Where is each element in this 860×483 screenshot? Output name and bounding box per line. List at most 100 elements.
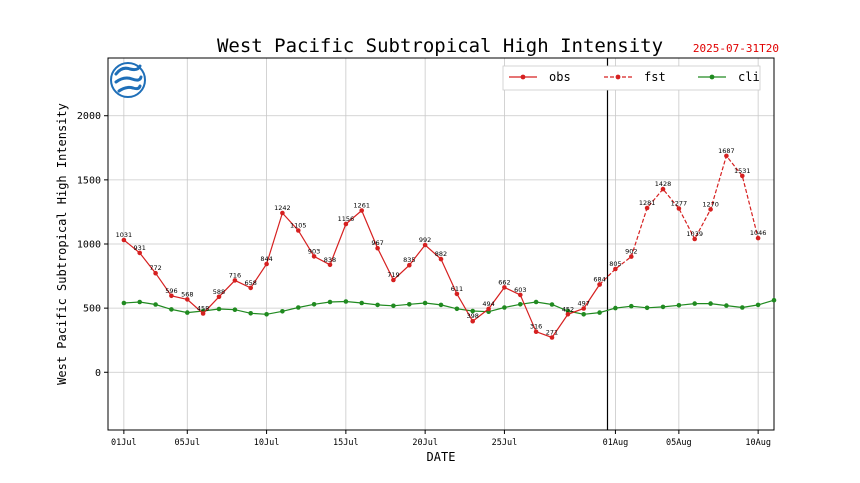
series-obs-point xyxy=(438,256,444,262)
y-tick-label: 1000 xyxy=(77,240,101,251)
series-cli-point xyxy=(629,303,634,309)
series-fst-point xyxy=(660,186,666,192)
series-obs-point xyxy=(280,210,285,216)
series-obs-point xyxy=(454,291,460,297)
series-obs-point xyxy=(216,294,222,300)
legend-box xyxy=(502,65,761,91)
y-axis-label: West Pacific Subtropical High Intensity xyxy=(55,103,69,385)
data-label: 458 xyxy=(197,305,209,313)
series-cli-point xyxy=(216,306,222,312)
series-cli-point xyxy=(280,309,285,314)
series-cli-point xyxy=(153,302,158,307)
data-label: 1031 xyxy=(116,231,133,239)
series-cli-point xyxy=(185,310,190,315)
data-label: 1531 xyxy=(734,167,751,175)
series-cli-point xyxy=(660,304,666,310)
data-label: 1039 xyxy=(686,230,703,238)
data-label: 835 xyxy=(403,256,415,264)
series-cli-point xyxy=(692,301,697,306)
data-label: 1242 xyxy=(274,204,291,212)
legend-obs-marker xyxy=(520,74,526,80)
series-cli-point xyxy=(121,300,127,306)
series xyxy=(121,153,777,340)
series-cli-point xyxy=(533,299,539,305)
series-fst-point xyxy=(755,235,761,241)
data-label: 588 xyxy=(213,288,225,296)
series-fst-point xyxy=(724,153,729,159)
series-obs-point xyxy=(391,277,396,283)
x-tick-label: 25Jul xyxy=(492,438,518,448)
cma-logo-icon xyxy=(110,62,146,98)
series-obs-point xyxy=(581,306,586,311)
data-label: 931 xyxy=(133,244,145,252)
series-cli-point xyxy=(311,302,317,307)
series-cli-point xyxy=(454,306,460,312)
series-cli-point xyxy=(549,302,555,307)
data-label: 1281 xyxy=(639,199,656,207)
series-cli-point xyxy=(740,305,745,310)
series-obs-line xyxy=(123,209,601,339)
series-obs-point xyxy=(264,261,269,267)
data-label: 1687 xyxy=(718,147,735,155)
series-cli-point xyxy=(518,302,523,307)
series-cli-point xyxy=(771,297,777,303)
data-label: 452 xyxy=(562,305,574,313)
series-fst-point xyxy=(676,206,682,211)
series-fst-point xyxy=(708,207,713,212)
data-label: 568 xyxy=(181,290,193,298)
series-obs-point xyxy=(533,329,539,335)
y-tick-label: 2000 xyxy=(77,111,101,122)
axes: 0 500 1000 1500 2000 01Jul 05Jul 10Jul 15Jul 20Ju… xyxy=(77,58,771,448)
series-cli-point xyxy=(327,299,333,305)
series-obs-point xyxy=(137,250,142,256)
series-fst-point xyxy=(613,266,618,272)
series-obs-point xyxy=(422,242,428,248)
series-obs-point xyxy=(153,270,158,276)
series-cli-point xyxy=(755,302,761,308)
data-label: 596 xyxy=(165,287,177,295)
series-obs-point xyxy=(549,335,555,340)
data-label: 497 xyxy=(577,300,589,308)
x-tick-label: 01Aug xyxy=(603,438,629,448)
series-obs-point xyxy=(565,312,571,317)
series-cli-point xyxy=(359,300,365,306)
series-cli-point xyxy=(644,305,650,311)
data-label: 805 xyxy=(609,260,621,268)
series-cli-point xyxy=(565,308,571,314)
data-label: 838 xyxy=(324,256,336,264)
series-obs-point xyxy=(248,285,253,291)
x-tick-label: 20Jul xyxy=(412,438,438,448)
legend: obs fst cli xyxy=(502,65,761,91)
series-obs-point xyxy=(375,245,380,251)
series-obs-point xyxy=(185,297,190,302)
grid xyxy=(108,58,774,430)
series-cli-point xyxy=(407,302,412,307)
series-cli-line xyxy=(123,299,775,315)
series-fst-point xyxy=(597,282,602,287)
series-obs-point xyxy=(327,262,333,268)
x-tick-label: 10Aug xyxy=(745,438,771,448)
series-cli-point xyxy=(613,305,618,311)
data-label: 1156 xyxy=(338,215,355,223)
series-cli-point xyxy=(391,303,396,309)
series-cli-point xyxy=(264,312,269,317)
series-obs-point xyxy=(296,228,301,233)
data-label: 271 xyxy=(546,329,558,337)
series-obs-point xyxy=(121,237,127,243)
series-fst-point xyxy=(692,236,697,242)
series-cli-point xyxy=(502,305,507,310)
series-cli-point xyxy=(724,303,729,308)
legend-fst-marker xyxy=(615,74,621,80)
data-label: 1428 xyxy=(655,180,672,188)
x-tick-label: 10Jul xyxy=(254,438,280,448)
data-label: 398 xyxy=(466,312,478,320)
init-time: 2025-07-31T20 xyxy=(693,42,779,55)
data-label: 603 xyxy=(514,286,526,294)
series-fst-point xyxy=(740,173,745,179)
data-label: 1046 xyxy=(750,229,767,237)
data-label: 882 xyxy=(435,250,447,258)
data-label: 611 xyxy=(451,285,463,293)
data-label: 719 xyxy=(387,271,399,279)
series-obs-point xyxy=(232,278,238,283)
